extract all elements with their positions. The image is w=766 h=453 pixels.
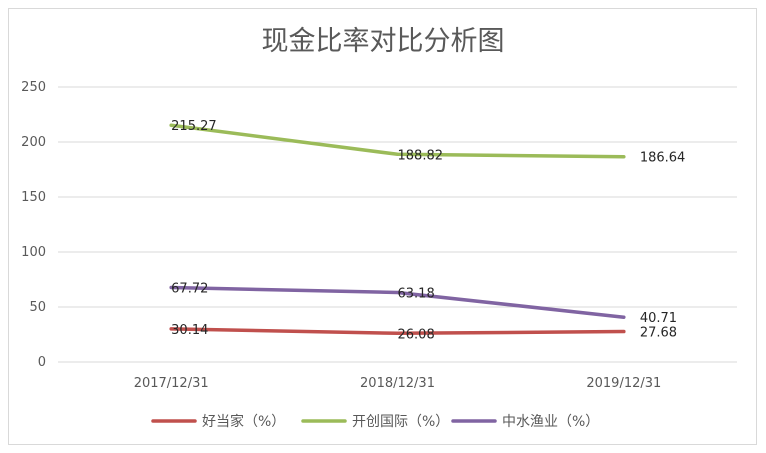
series-line bbox=[169, 327, 626, 336]
legend-label: 好当家（%） bbox=[202, 413, 285, 430]
chart-title: 现金比率对比分析图 bbox=[262, 26, 505, 57]
grid-lines bbox=[58, 86, 737, 363]
data-label: 215.27 bbox=[171, 119, 217, 134]
legend-label: 开创国际（%） bbox=[352, 414, 449, 430]
data-label: 30.14 bbox=[171, 323, 208, 338]
data-label: 188.82 bbox=[398, 148, 444, 163]
y-tick-label: 0 bbox=[38, 355, 46, 370]
data-label: 186.64 bbox=[640, 151, 686, 166]
x-tick-label: 2018/12/31 bbox=[360, 376, 435, 391]
data-label: 40.71 bbox=[640, 311, 677, 326]
series-line bbox=[169, 285, 626, 319]
data-label: 27.68 bbox=[640, 326, 677, 341]
chart-frame bbox=[8, 8, 757, 445]
y-tick-label: 200 bbox=[21, 135, 46, 150]
x-tick-label: 2017/12/31 bbox=[134, 376, 209, 391]
legend: 好当家（%） 开创国际（%） 中水渔业（%） bbox=[151, 413, 599, 430]
series-line bbox=[169, 123, 626, 159]
data-label: 63.18 bbox=[398, 287, 435, 302]
series-lines bbox=[169, 123, 626, 336]
data-label: 67.72 bbox=[171, 282, 208, 297]
y-tick-label: 50 bbox=[29, 300, 46, 315]
y-tick-label: 100 bbox=[21, 245, 46, 260]
y-tick-label: 250 bbox=[21, 80, 46, 95]
x-tick-label: 2019/12/31 bbox=[586, 376, 661, 391]
data-label: 26.08 bbox=[398, 327, 435, 342]
y-axis-ticks: 0 50 100 150 200 250 bbox=[21, 80, 46, 370]
y-tick-label: 150 bbox=[21, 190, 46, 205]
legend-label: 中水渔业（%） bbox=[502, 414, 599, 430]
data-labels: 30.14 26.08 27.68 215.27 188.82 186.64 67.72 63… bbox=[171, 119, 685, 342]
x-axis-ticks: 2017/12/31 2018/12/31 2019/12/31 bbox=[134, 376, 662, 391]
